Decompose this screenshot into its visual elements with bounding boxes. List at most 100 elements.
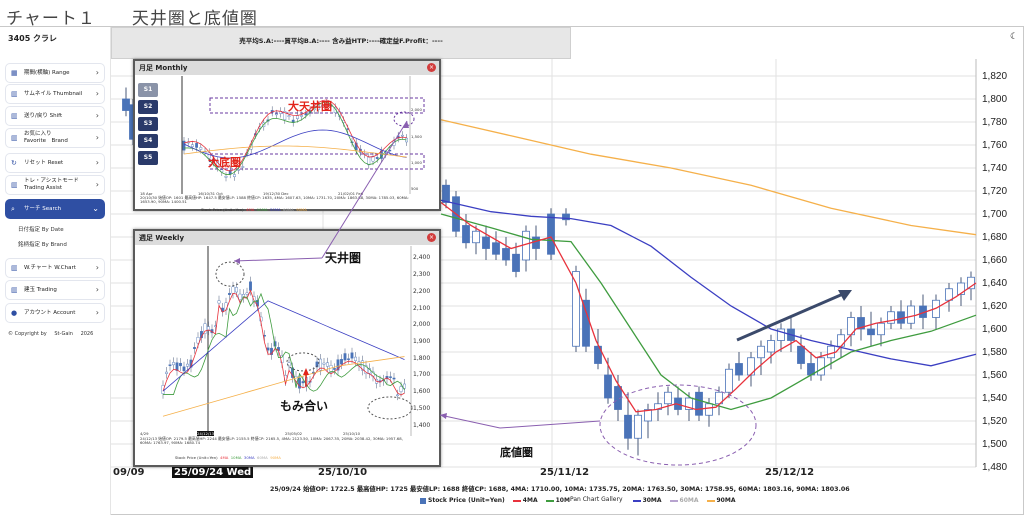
weekly-y-tick: 2,400	[413, 254, 431, 262]
monthly-candle	[354, 142, 358, 151]
chart-icon: ▥	[11, 264, 18, 272]
monthly-s1-button[interactable]: S1	[138, 83, 158, 97]
monthly-s3-button[interactable]: S3	[138, 117, 158, 131]
weekly-candle	[182, 366, 186, 372]
monthly-y-tick-1000: 1,000	[411, 160, 422, 165]
range-arrowhead	[303, 368, 309, 375]
monthly-arrowhead	[403, 121, 409, 128]
candle-body	[695, 391, 703, 416]
chevron-right-icon: ›	[95, 263, 99, 272]
bottom-zone-label: 底値圏	[500, 446, 533, 459]
monthly-legend-30ma: 30MA	[269, 207, 281, 212]
sidebar-item-5[interactable]: ▥ トレ・アシストモード Trading Assist ›	[5, 175, 105, 195]
monthly-candle	[220, 169, 224, 173]
monthly-x-label-1: 16/10/31 Oct	[198, 191, 223, 196]
weekly-ceiling-ellipse	[215, 261, 245, 287]
monthly-ceiling-label: 大天井圏	[288, 100, 332, 113]
sidebar-item-4[interactable]: ↻ リセット Reset ›	[5, 153, 105, 173]
weekly-y-tick: 2,200	[413, 287, 431, 295]
sidebar-item-label: 期間(横軸) Range	[24, 69, 70, 76]
sidebar-item-sublabel: Favorite Brand	[24, 138, 68, 144]
monthly-chart[interactable]	[160, 76, 428, 194]
monthly-candle	[304, 113, 308, 116]
weekly-x-label-selected: 24/12/13	[197, 431, 215, 436]
candle-body	[777, 328, 785, 341]
monthly-s2-button[interactable]: S2	[138, 100, 158, 114]
weekly-x-label-0: 4/29	[140, 431, 149, 436]
sidebar-item-3[interactable]: ▥ お気に入り Favorite Brand ›	[5, 128, 105, 148]
weekly-close-icon[interactable]: ×	[427, 233, 436, 242]
monthly-x-label-0: 18 Apr	[140, 191, 153, 196]
bottom-arrowhead	[440, 413, 447, 419]
monthly-x-label-3: 21/02/01 Feb	[338, 191, 363, 196]
sidebar-item-label: アカウント Account	[24, 309, 76, 316]
monthly-pointer-line	[321, 120, 408, 259]
weekly-candle	[179, 362, 182, 367]
bottom-pointer-line	[439, 414, 501, 429]
sidebar-item-9[interactable]: ● アカウント Account ›	[5, 303, 105, 323]
sidebar-item-0[interactable]: ▦ 期間(横軸) Range ›	[5, 63, 105, 83]
range-bound-label: もみ合い	[280, 399, 329, 413]
y-tick-label: 1,480	[982, 462, 1007, 473]
chart-icon: ▥	[11, 134, 18, 142]
weekly-candle	[203, 323, 207, 334]
x-label-0909: 09/09	[113, 467, 145, 478]
sidebar-item-2[interactable]: ▥ 送り/戻り Shift ›	[5, 106, 105, 126]
x-label-251212: 25/12/12	[765, 467, 815, 478]
monthly-s5-button[interactable]: S5	[138, 151, 158, 165]
weekly-y-tick: 1,800	[413, 354, 431, 362]
weekly-bottom-ellipse	[367, 396, 413, 420]
legend-10ma: 10MA	[545, 497, 575, 504]
weekly-y-tick: 1,400	[413, 421, 431, 429]
monthly-candle	[182, 140, 186, 151]
weekly-chart[interactable]	[138, 246, 414, 438]
y-tick-label: 1,660	[982, 255, 1007, 266]
y-tick-label: 1,680	[982, 232, 1007, 243]
weekly-candle	[333, 368, 336, 370]
chevron-right-icon: ›	[95, 285, 99, 294]
sidebar-item-8[interactable]: ▥ 建玉 Trading ›	[5, 280, 105, 300]
pan-chart-gallery-label[interactable]: Pan Chart Gallery	[570, 496, 623, 503]
monthly-ma30-line	[183, 129, 407, 159]
sidebar-item-7[interactable]: ▥ W.チャート W.Chart ›	[5, 258, 105, 278]
monthly-panel: 月足 Monthly × S1 S2 S3 S4 S5 大天井圏 大底圏 2,0…	[133, 59, 441, 212]
x-label-251112: 25/11/12	[540, 467, 590, 478]
weekly-candle	[217, 300, 221, 304]
candle-body	[562, 213, 570, 221]
sidebar-sub-item-by-date[interactable]: 日付指定 By Date	[18, 227, 64, 233]
weekly-candle	[336, 359, 340, 371]
dark-mode-icon[interactable]: ☾	[1010, 32, 1019, 42]
candle-body	[957, 282, 965, 295]
monthly-candle	[287, 115, 291, 117]
monthly-legend-stock: Stock Price (Unit=Yen)	[201, 207, 244, 212]
candle-body	[624, 414, 632, 439]
monthly-candle	[199, 147, 203, 150]
weekly-candle	[340, 359, 343, 365]
position-summary-bar: 売平均S.A:----買平均B.A:---- 含み益HTP:----確定益F.P…	[111, 27, 571, 59]
legend-60ma: 60MA	[669, 497, 699, 504]
ma4-line	[440, 201, 977, 413]
sidebar-item-1[interactable]: ▥ サムネイル Thumbnail ›	[5, 84, 105, 104]
sidebar-sub-item-by-brand[interactable]: 銘柄指定 By Brand	[18, 242, 67, 248]
weekly-candle	[364, 365, 368, 375]
candle-body	[634, 414, 642, 439]
candle-body	[817, 357, 825, 376]
y-tick-label: 1,720	[982, 186, 1007, 197]
weekly-y-tick: 1,600	[413, 388, 431, 396]
weekly-candle	[228, 292, 231, 295]
user-icon: ●	[11, 309, 18, 317]
ma10-line	[440, 213, 977, 411]
sidebar-item-6[interactable]: ⌕ サーチ Search ⌄	[5, 199, 105, 219]
candle-body	[614, 386, 622, 410]
candle-body	[482, 236, 490, 249]
weekly-candle	[354, 356, 357, 361]
sidebar-item-label: サムネイル Thumbnail	[24, 90, 83, 97]
sidebar-item-label: トレ・アシストモード	[24, 178, 79, 185]
uptrend-arrow-line	[736, 292, 844, 342]
weekly-candle	[245, 292, 249, 295]
monthly-close-icon[interactable]: ×	[427, 63, 436, 72]
monthly-ma90-line	[183, 145, 407, 158]
weekly-candle	[193, 347, 196, 349]
weekly-candle	[319, 358, 322, 371]
monthly-s4-button[interactable]: S4	[138, 134, 158, 148]
